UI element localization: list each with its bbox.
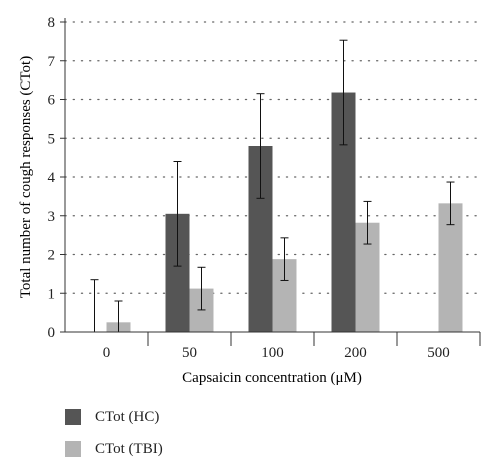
legend-label-tbi: CTot (TBI) [95,440,163,457]
y-tick-label: 5 [48,131,56,147]
y-tick-label: 8 [48,15,56,31]
y-axis-label: Total number of cough responses (CTot) [18,56,34,298]
legend-swatch-hc [65,409,81,425]
bar-chart: 0 1 2 3 4 5 6 7 8 0 50 100 200 500 Total number of c… [18,15,481,386]
gridlines [64,21,481,294]
x-tick-label: 0 [103,345,111,361]
x-tick-label: 200 [344,345,367,361]
x-axis-label: Capsaicin concentration (μM) [182,370,362,386]
y-tick-label: 3 [48,209,56,225]
legend-item-hc: CTot (HC) [65,405,163,429]
x-tick-label: 50 [182,345,197,361]
y-tick-label: 4 [48,170,56,186]
x-tick-label: 500 [427,345,450,361]
legend-label-hc: CTot (HC) [95,408,160,425]
y-tick-label: 1 [48,286,56,302]
x-tick-labels: 0 50 100 200 500 [103,345,450,361]
legend-swatch-tbi [65,441,81,457]
y-tick-label: 7 [48,54,56,70]
bars [106,92,463,333]
x-tick-label: 100 [261,345,284,361]
axes [60,18,481,346]
y-tick-label: 6 [48,93,56,109]
error-bars [90,39,455,332]
legend-item-tbi: CTot (TBI) [65,437,163,461]
y-tick-labels: 0 1 2 3 4 5 6 7 8 [48,15,56,341]
y-tick-label: 0 [48,325,56,341]
y-tick-label: 2 [48,248,56,264]
legend: CTot (HC) CTot (TBI) [65,405,163,461]
